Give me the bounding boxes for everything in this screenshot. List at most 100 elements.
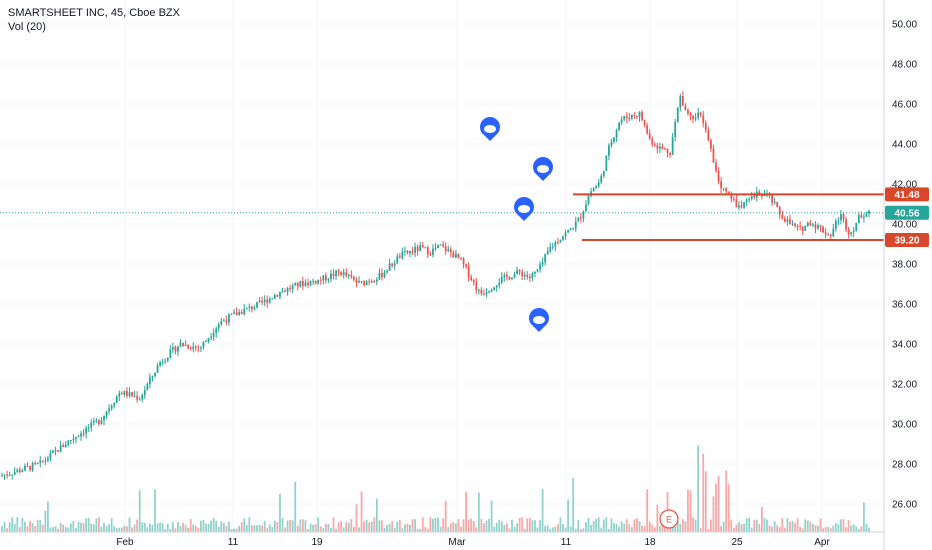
volume-bar [291,520,294,532]
candle-body [171,346,174,350]
candle-body [503,274,506,277]
volume-bar [837,524,840,532]
volume-bar [842,519,845,532]
volume-bar [44,510,47,532]
volume-bar [228,521,230,532]
candle-body [67,440,70,445]
candle-body [268,298,271,303]
candle-body [564,232,567,237]
volume-bar [618,526,620,532]
horizontal-levels[interactable]: 41.48 39.20 40.56 [0,187,929,247]
candle-body [261,300,263,303]
candle-body [855,223,858,231]
candle-body [865,213,868,217]
volume-bar [659,525,661,532]
x-tick-label: Mar [448,537,466,548]
candle-body [470,277,473,280]
volume-bar [330,527,332,532]
candle-body [126,390,128,396]
candle-body [205,340,207,342]
candle-body [299,280,302,287]
volume-bar [6,528,8,532]
volume-bar [67,527,70,532]
event-pin-center [484,125,496,133]
candle-body [133,395,136,397]
volume-bar [80,522,82,532]
candle-body [421,245,424,248]
volume-bar [783,528,786,532]
volume-bar [268,524,271,532]
candle-body [643,120,646,126]
volume-bar [131,527,133,532]
volume-bar [829,528,832,532]
candle-body [554,242,557,247]
candle-body [225,320,228,323]
candle-body [715,162,717,171]
volume-bar [215,520,218,532]
x-tick-label: 25 [731,537,743,548]
candle-body [679,95,682,108]
volume-bar [210,520,212,532]
candle-body [235,312,238,316]
volume-bar [95,518,98,532]
candle-body [411,251,414,253]
volume-bar [39,520,42,532]
candle-body [526,274,529,278]
candle-body [506,274,508,277]
volume-bar [720,526,722,532]
volume-bar [801,528,804,532]
volume-bar [725,470,728,532]
volume-bar [21,517,24,532]
candle-body [480,289,483,294]
candle-body [429,254,432,256]
volume-bar [653,527,656,532]
candle-body [317,279,320,284]
candle-body [215,328,218,334]
x-tick-label: Feb [116,537,134,548]
volume-bar [472,521,475,532]
candle-body [694,117,697,119]
volume-bar [398,520,401,532]
y-tick-label: 44.00 [892,140,917,151]
candle-body [128,392,131,396]
y-tick-label: 40.00 [892,220,917,231]
volume-bar [240,522,243,532]
candle-body [847,229,850,235]
volume-bar [755,519,758,532]
candle-body [432,248,434,255]
volume-bar [90,523,93,532]
candle-body [16,469,19,472]
candle-body [319,279,322,281]
volume-bar [8,522,11,532]
volume-bar [49,527,52,532]
candle-body [824,232,827,235]
volume-bar [748,517,751,532]
candle-body [302,280,304,287]
volume-bar [457,519,460,532]
volume-bar [597,517,600,532]
volume-bar [781,518,784,532]
volume-bar [582,528,585,532]
candle-body [238,311,241,316]
candle-body [296,282,299,287]
candle-body [684,105,687,110]
candle-body [136,395,139,400]
candle-body [54,450,57,452]
candle-body [467,266,470,278]
candle-body [669,152,671,155]
volume-bar [559,517,562,532]
volume-bar [393,527,396,532]
volume-bar [623,523,626,532]
candle-body [452,252,455,258]
volume-bar [694,519,697,532]
candle-body [3,474,6,476]
event-markers[interactable]: E [480,117,679,529]
candle-body [141,395,144,400]
candle-body [806,222,809,226]
volume-bar [549,528,552,532]
volume-bar [238,525,241,532]
volume-bar [212,517,215,532]
candle-body [233,312,235,314]
volume-bar [809,521,812,532]
